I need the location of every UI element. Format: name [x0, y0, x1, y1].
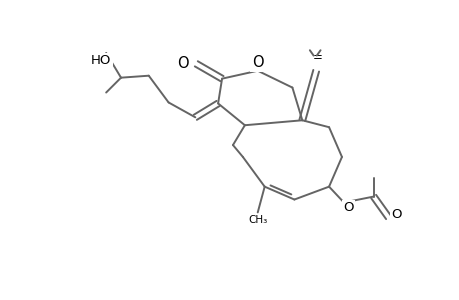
- Text: HO: HO: [91, 54, 111, 67]
- Text: O: O: [390, 208, 401, 221]
- Text: CH₃: CH₃: [247, 215, 267, 225]
- Text: O: O: [176, 56, 188, 71]
- Text: O: O: [343, 201, 353, 214]
- Text: O: O: [252, 55, 263, 70]
- Text: =: =: [313, 51, 322, 64]
